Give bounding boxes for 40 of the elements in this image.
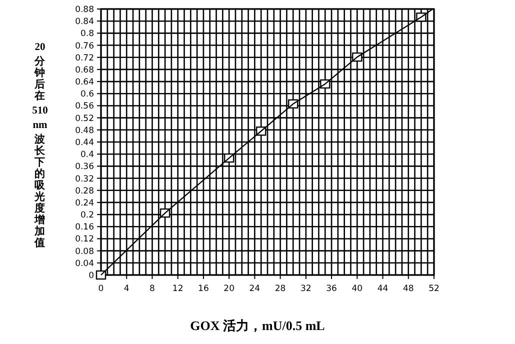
x-tick-label: 0 (98, 284, 104, 294)
text: 20 分钟后在 510 nm 波长下的吸光度增加值 (32, 42, 48, 249)
y-tick-label: 0.16 (75, 222, 94, 233)
y-tick-label: 0.68 (75, 65, 94, 76)
y-tick-label: 0.36 (75, 162, 94, 172)
x-tick-label: 32 (300, 284, 312, 294)
y-tick-label: 0.56 (75, 102, 94, 112)
y-tick-label: 0.48 (75, 126, 94, 136)
point (96, 270, 106, 280)
y-tick-label: 0.12 (75, 234, 94, 245)
x-tick-label: 28 (274, 284, 286, 294)
x-tick-label: 16 (198, 284, 209, 294)
x-tick-label: 52 (428, 284, 440, 294)
y-tick-label: 0.04 (75, 258, 94, 269)
y-tick-label: 0.32 (75, 174, 94, 184)
y-tick-label: 0.84 (75, 17, 94, 28)
x-tick-label: 36 (326, 284, 337, 294)
x-tick-label: 12 (172, 284, 184, 294)
x-axis-title: GOX 活力，mU/0.5 mL (190, 318, 326, 333)
x-tick-label: 24 (249, 284, 260, 294)
y-tick-label: 0 (88, 271, 94, 281)
x-tick-label: 44 (377, 284, 388, 294)
x-tick-label: 8 (150, 284, 155, 294)
x-tick-label: 4 (124, 284, 130, 294)
y-tick-label: 0.8 (80, 29, 94, 40)
y-tick-label: 0.52 (75, 114, 94, 124)
y-tick-label: 0.6 (80, 90, 94, 100)
y-tick-label: 0.08 (75, 246, 94, 257)
x-tick-label: 40 (352, 284, 363, 294)
y-tick-label: 0.72 (75, 53, 94, 64)
y-tick-label: 0.44 (75, 138, 94, 148)
y-tick-label: 0.28 (75, 186, 94, 196)
x-tick-label: 20 (224, 284, 234, 294)
y-tick-label: 0.88 (75, 5, 94, 15)
y-tick-label: 0.24 (75, 198, 94, 208)
x-tick-label: 48 (402, 284, 414, 294)
y-tick-label: 0.4 (80, 150, 94, 160)
y-tick-label: 0.76 (75, 41, 94, 52)
y-tick-label: 0.2 (80, 210, 94, 221)
y-tick-label: 0.64 (75, 78, 94, 88)
